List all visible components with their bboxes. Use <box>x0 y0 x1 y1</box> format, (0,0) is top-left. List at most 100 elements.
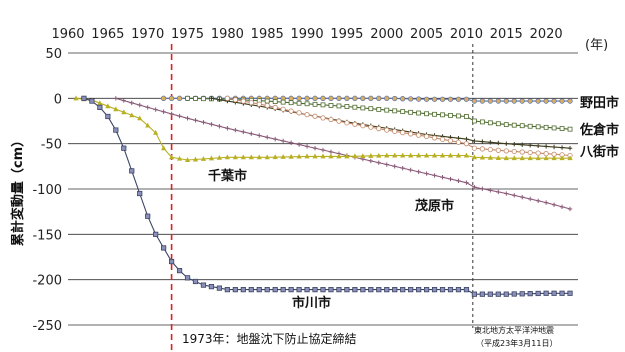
data-point <box>113 106 119 112</box>
data-point <box>376 106 382 112</box>
series-label-ichikawa: 市川市 <box>292 295 331 311</box>
data-point <box>376 152 382 158</box>
series-4 <box>113 96 573 212</box>
data-point <box>432 173 437 178</box>
data-point <box>543 151 549 157</box>
data-point <box>129 112 135 118</box>
data-point <box>543 155 549 161</box>
x-axis-ticks: 1960 1965 1970 1975 1980 1985 1990 1995 2000 2005… <box>51 27 562 42</box>
series-6 <box>81 95 573 297</box>
data-point <box>472 184 477 190</box>
data-point <box>224 154 230 160</box>
data-point <box>519 98 525 104</box>
data-point <box>527 149 533 156</box>
data-point <box>328 95 334 101</box>
data-point <box>511 155 517 161</box>
data-point <box>185 116 190 121</box>
data-point <box>511 122 517 128</box>
data-point <box>121 145 127 151</box>
data-point <box>416 110 422 116</box>
data-point <box>415 96 422 102</box>
data-point <box>408 96 414 102</box>
data-point <box>535 143 541 149</box>
data-point <box>447 152 454 158</box>
data-point <box>392 95 398 102</box>
data-point <box>233 127 238 133</box>
data-point <box>304 95 310 101</box>
data-point <box>160 95 167 101</box>
data-point <box>257 133 262 138</box>
data-point <box>439 287 446 293</box>
data-point <box>193 118 198 123</box>
x-tick-label: 1990 <box>291 27 324 42</box>
data-point <box>225 126 230 131</box>
data-point <box>416 287 422 293</box>
data-point <box>296 287 302 293</box>
data-point <box>455 96 462 102</box>
y-axis-label: 累計変動量（cm） <box>10 134 26 246</box>
data-point <box>208 284 215 290</box>
data-point <box>535 198 541 203</box>
data-point <box>408 131 414 137</box>
data-point <box>424 171 429 176</box>
x-tick-label: 1975 <box>171 27 204 42</box>
data-point <box>352 104 358 110</box>
data-point <box>97 104 103 110</box>
data-point <box>336 287 342 293</box>
data-point <box>480 139 485 144</box>
data-point <box>192 278 199 285</box>
data-point <box>440 175 445 180</box>
data-point <box>312 101 318 107</box>
data-point <box>471 145 478 151</box>
data-point <box>376 287 382 293</box>
data-point <box>504 191 509 196</box>
data-point <box>527 143 533 148</box>
data-point <box>272 104 278 111</box>
data-point <box>153 231 159 237</box>
data-point <box>232 154 238 160</box>
data-point <box>511 98 517 104</box>
data-point <box>535 98 541 104</box>
data-point <box>439 136 446 142</box>
data-point <box>288 108 294 114</box>
data-point <box>456 178 461 184</box>
data-point <box>416 152 422 158</box>
data-point <box>328 287 334 293</box>
data-point <box>400 287 406 293</box>
data-point <box>336 153 342 159</box>
y-tick-label: -50 <box>41 138 62 153</box>
data-point <box>408 152 414 158</box>
data-point <box>105 113 111 120</box>
data-point <box>392 152 398 158</box>
agreement-annotation: 1973年：地盤沈下防止協定締結 <box>182 331 357 346</box>
data-point <box>280 287 286 293</box>
data-point <box>511 291 517 297</box>
data-point <box>320 153 326 159</box>
data-point <box>328 149 334 155</box>
data-point <box>551 125 557 131</box>
data-point <box>512 193 517 198</box>
data-point <box>168 154 175 160</box>
data-point <box>535 155 541 161</box>
data-point <box>312 95 318 101</box>
y-tick-label: -150 <box>32 228 62 243</box>
data-point <box>559 204 565 210</box>
data-point <box>272 154 278 160</box>
data-point <box>240 287 246 293</box>
data-point <box>145 105 150 110</box>
data-point <box>519 123 525 129</box>
data-point <box>153 129 159 135</box>
data-point <box>304 153 310 159</box>
data-point <box>217 97 222 102</box>
data-point <box>216 285 223 291</box>
series-line <box>227 97 571 157</box>
data-point <box>495 147 501 153</box>
data-point <box>201 96 206 102</box>
x-tick-label: 2000 <box>370 27 403 42</box>
data-point <box>559 98 565 104</box>
data-point <box>344 287 350 293</box>
series-2 <box>209 96 573 151</box>
data-point <box>129 168 135 174</box>
data-point <box>192 156 199 162</box>
data-point <box>479 119 485 125</box>
